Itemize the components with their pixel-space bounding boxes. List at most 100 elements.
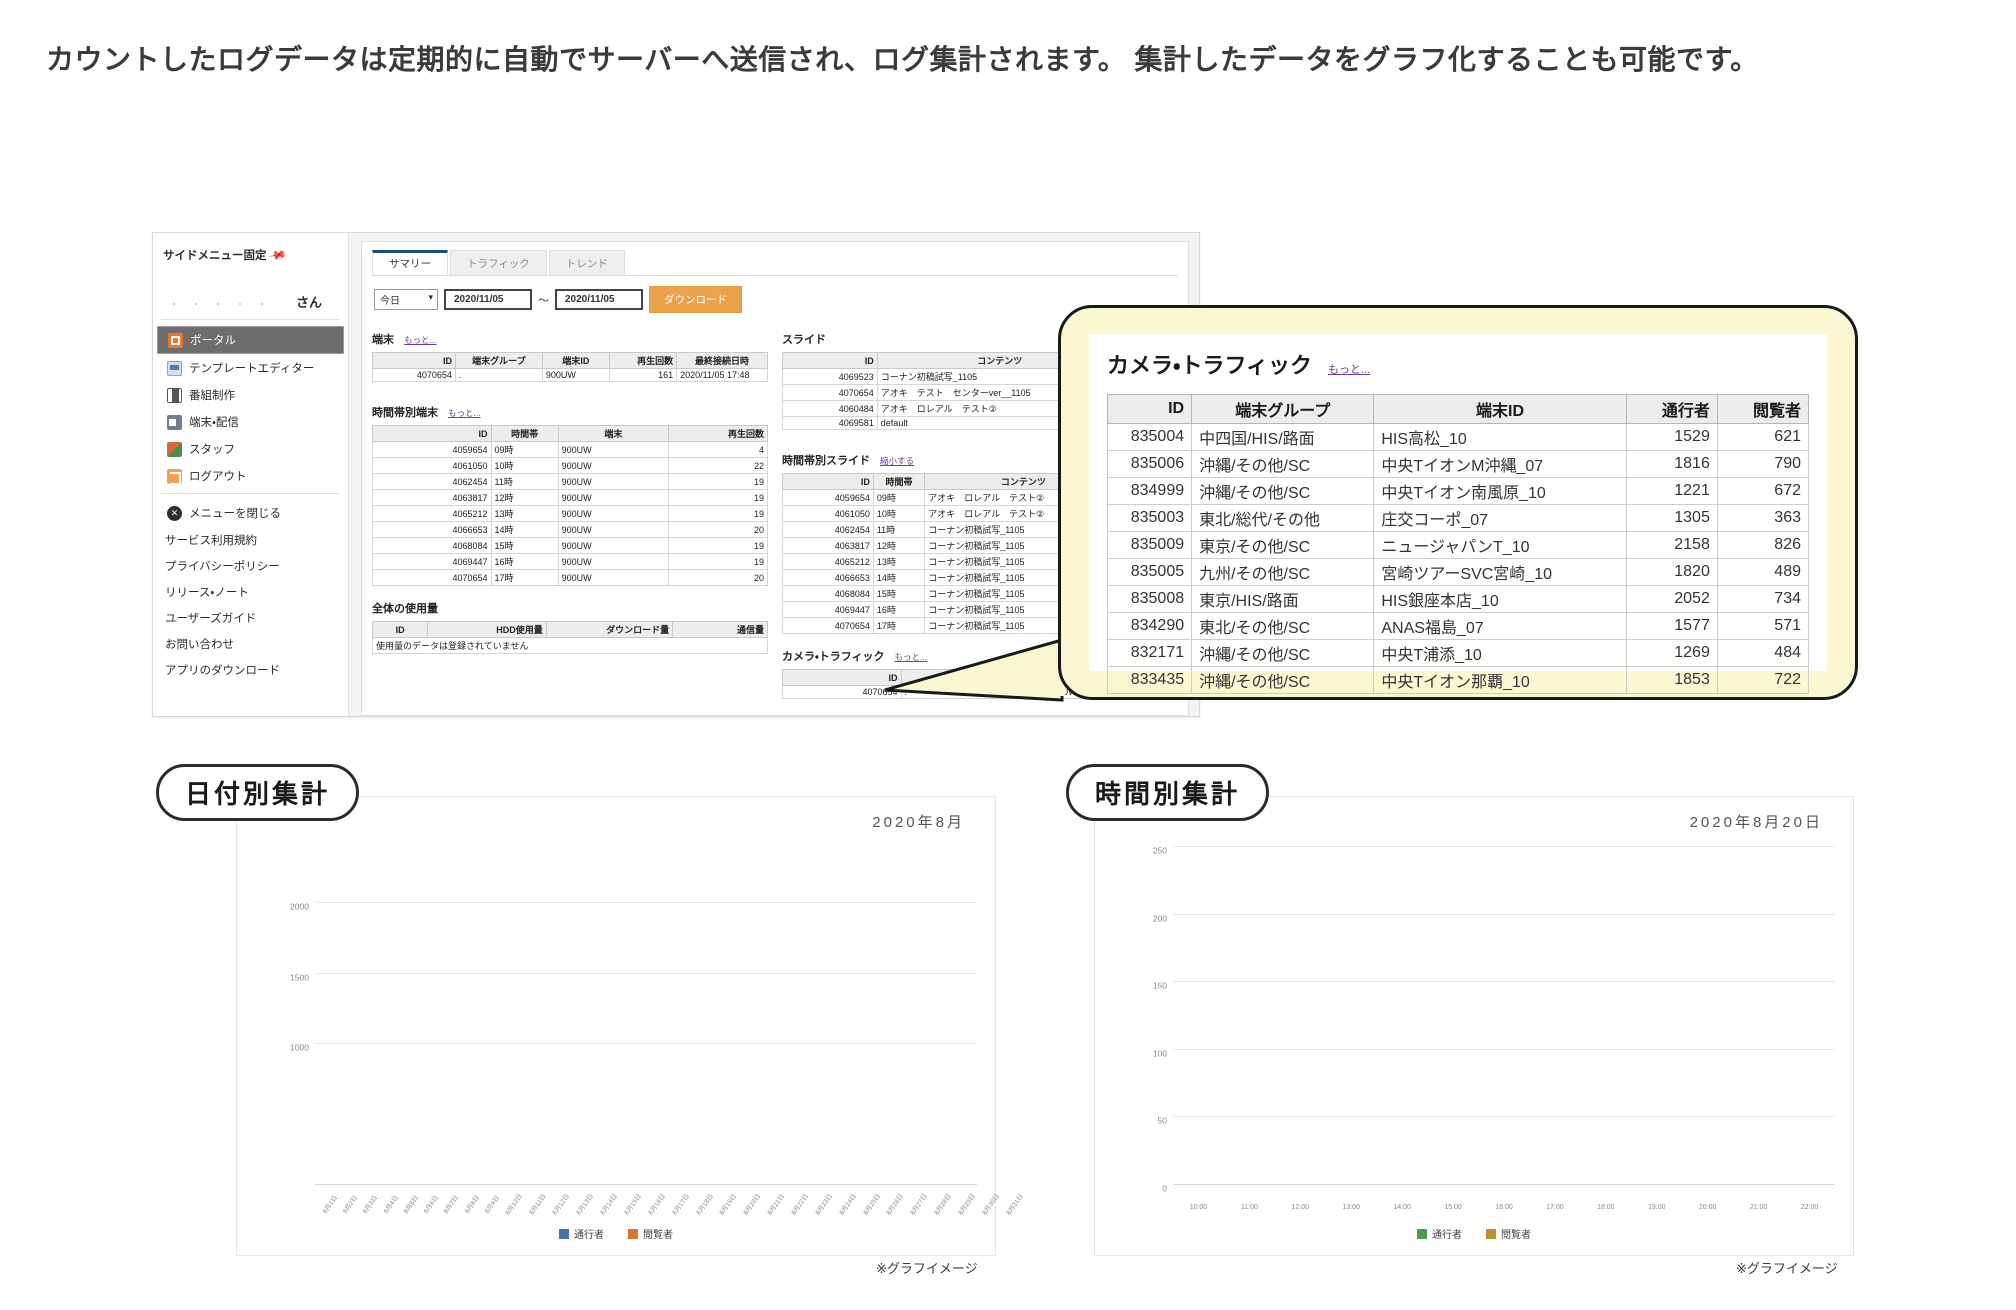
chart-bar-slot[interactable]: [764, 847, 785, 1185]
chart-xtick-label: 17:00: [1546, 1204, 1564, 1211]
legend-swatch: [1486, 1229, 1496, 1239]
table-cell: 中央Tイオン南風原_10: [1373, 477, 1627, 505]
chart-bar-slot[interactable]: [934, 847, 955, 1185]
chart-bar-slot[interactable]: [892, 847, 913, 1185]
section-title: カメラ・トラフィック: [782, 651, 885, 663]
chart-xtick-label: 16:00: [1495, 1204, 1513, 1211]
table-cell: 九州/その他/SC: [1191, 558, 1375, 586]
chart-bar-slot[interactable]: [956, 847, 977, 1185]
chart-bar-slot[interactable]: [443, 847, 464, 1185]
table-cell: 中央TイオンM沖縄_07: [1373, 450, 1627, 478]
sidebar-link-release-notes[interactable]: リリース・ノート: [165, 587, 249, 599]
more-link[interactable]: もっと...: [448, 408, 481, 418]
sidebar-item-template-editor[interactable]: テンプレートエディター: [157, 355, 344, 381]
sidebar-link-app-download[interactable]: アプリのダウンロード: [165, 665, 280, 677]
chart-bar-slot[interactable]: [1733, 847, 1784, 1185]
table-cell: 4062454: [372, 473, 492, 490]
chart-bar-slot[interactable]: [1326, 847, 1377, 1185]
chart-bar-slot[interactable]: [870, 847, 891, 1185]
chart-bar-slot[interactable]: [635, 847, 656, 1185]
chart-bar-slot[interactable]: [1682, 847, 1733, 1185]
period-select[interactable]: 今日: [374, 289, 438, 310]
chart-bar-slot[interactable]: [828, 847, 849, 1185]
section-title: 端末: [372, 334, 394, 346]
chart-bar-slot[interactable]: [1428, 847, 1479, 1185]
table-header-row: ID HDD使用量 ダウンロード量 通信量: [371, 621, 768, 638]
chart-bar-slot[interactable]: [1631, 847, 1682, 1185]
chart-bar-slot[interactable]: [1580, 847, 1631, 1185]
table-cell: 17時: [872, 617, 926, 634]
more-link[interactable]: もっと...: [404, 335, 437, 345]
chart-bar-slot[interactable]: [358, 847, 379, 1185]
chart-bar-slot[interactable]: [1529, 847, 1580, 1185]
chart-bar-slot[interactable]: [379, 847, 400, 1185]
sidebar-divider-top: [161, 319, 340, 320]
sidebar-link-privacy[interactable]: プライバシーポリシー: [165, 561, 280, 573]
chart-bar-slot[interactable]: [465, 847, 486, 1185]
chart-bar-slot[interactable]: [593, 847, 614, 1185]
chart-bar-slot[interactable]: [507, 847, 528, 1185]
chart-bar-slot[interactable]: [614, 847, 635, 1185]
date-from-input[interactable]: 2020/11/05: [444, 289, 532, 310]
table-row: 835004 中四国/HIS/路面 HIS高松_10 1529 621: [1106, 423, 1810, 451]
chart-bar-slot[interactable]: [657, 847, 678, 1185]
chart-bar-slot[interactable]: [486, 847, 507, 1185]
sidebar-item-portal[interactable]: ポータル: [157, 326, 344, 354]
chart-ytick-label: 200: [1152, 913, 1167, 924]
chart-bar-slot[interactable]: [1275, 847, 1326, 1185]
chart-bar-slot[interactable]: [1173, 847, 1224, 1185]
tab-traffic[interactable]: トラフィック: [450, 250, 547, 275]
col-id: ID: [782, 669, 902, 686]
chart-bar-slot[interactable]: [721, 847, 742, 1185]
chart-bar-slot[interactable]: [699, 847, 720, 1185]
collapse-link[interactable]: 縮小する: [880, 456, 915, 466]
chart-xtick-label: 8月23日: [814, 1192, 834, 1217]
chart-legend-item[interactable]: 閲覧者: [628, 1226, 673, 1241]
chart-bar-slot[interactable]: [785, 847, 806, 1185]
more-link[interactable]: もっと...: [1328, 364, 1371, 376]
chart-bar-slot[interactable]: [400, 847, 421, 1185]
chart-bar-slot[interactable]: [742, 847, 763, 1185]
chart-bar-slot[interactable]: [336, 847, 357, 1185]
sidebar-link-user-guide[interactable]: ユーザーズガイド: [165, 613, 257, 625]
chart-bar-slot[interactable]: [315, 847, 336, 1185]
sidebar-item-device-delivery[interactable]: 端末・配信: [157, 409, 344, 435]
pushpin-icon[interactable]: 📌: [267, 244, 288, 266]
date-to-input[interactable]: 2020/11/05: [555, 289, 643, 310]
chart-bar-slot[interactable]: [550, 847, 571, 1185]
chart-bar-slot[interactable]: [913, 847, 934, 1185]
chart-bar-slot[interactable]: [849, 847, 870, 1185]
chart-bar-slot[interactable]: [571, 847, 592, 1185]
sidebar-item-staff[interactable]: スタッフ: [157, 436, 344, 462]
download-button[interactable]: ダウンロード: [649, 286, 742, 313]
callout-traffic-body: 835004 中四国/HIS/路面 HIS高松_10 1529 621 835006 沖縄/…: [1106, 423, 1810, 694]
tab-summary[interactable]: サマリー: [372, 250, 448, 275]
chart-bar-slot[interactable]: [422, 847, 443, 1185]
sidebar: サイドメニュー固定 📌 さん ポータル テンプレートエディター 番組制作 端末・…: [153, 233, 349, 716]
user-name-suffix: さん: [295, 295, 322, 310]
chart-bar-slot[interactable]: [1784, 847, 1835, 1185]
chart-title: 2020年8月: [872, 814, 965, 831]
section-header-total-usage: 全体の使用量: [372, 600, 768, 616]
chart-bar-slot[interactable]: [529, 847, 550, 1185]
tab-trend[interactable]: トレンド: [548, 250, 625, 275]
sidebar-link-terms[interactable]: サービス利用規約: [165, 535, 257, 547]
sidebar-close-menu[interactable]: ✕ メニューを閉じる: [157, 500, 344, 526]
chart-bar-slot[interactable]: [1377, 847, 1428, 1185]
sidebar-pin-toggle[interactable]: サイドメニュー固定 📌: [153, 243, 348, 275]
chart-xtick-label: 15:00: [1444, 1204, 1462, 1211]
chart-legend-item[interactable]: 通行者: [559, 1226, 604, 1241]
chart-bar-slot[interactable]: [806, 847, 827, 1185]
chart-legend-item[interactable]: 閲覧者: [1486, 1226, 1531, 1241]
table-row: 4066653 14時 900UW 20: [372, 521, 768, 538]
sidebar-item-program-production[interactable]: 番組制作: [157, 382, 344, 408]
chart-bar-slot[interactable]: [1224, 847, 1275, 1185]
sidebar-item-logout[interactable]: ログアウト: [157, 463, 344, 489]
more-link[interactable]: もっと...: [894, 652, 928, 662]
chart-bar-slot[interactable]: [1479, 847, 1530, 1185]
chart-bar-slot[interactable]: [678, 847, 699, 1185]
chart-legend-item[interactable]: 通行者: [1417, 1226, 1462, 1241]
chart-xtick-label: 14:00: [1393, 1204, 1411, 1211]
sidebar-link-contact[interactable]: お問い合わせ: [165, 639, 234, 651]
chart-xaxis-line: [315, 1184, 977, 1185]
